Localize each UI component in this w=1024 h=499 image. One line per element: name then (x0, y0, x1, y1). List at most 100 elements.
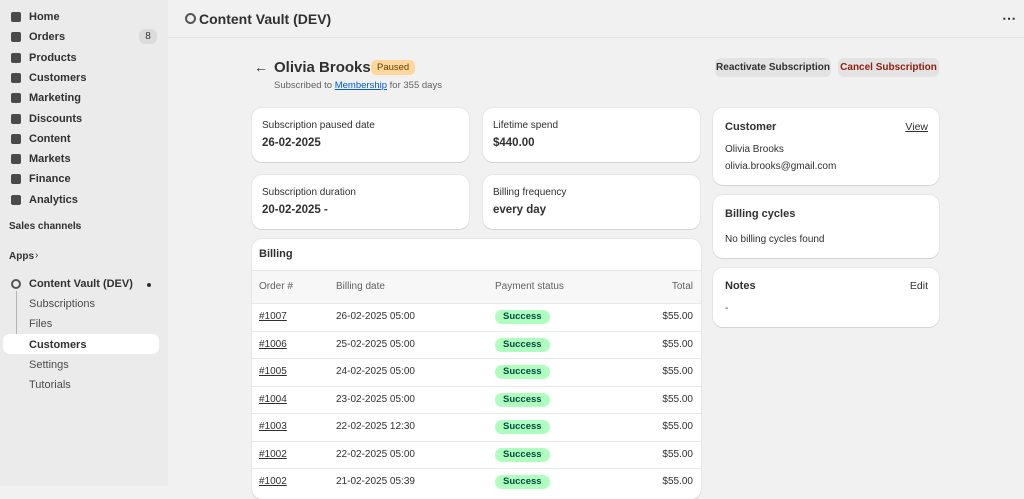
header-row (252, 270, 701, 303)
status-pill: Success (495, 365, 550, 379)
nav-icon (11, 113, 21, 124)
card-title: Customer (725, 121, 777, 133)
total: $55.00 (662, 366, 693, 377)
billing-date: 25-02-2025 05:00 (336, 338, 415, 350)
column-header: Total (671, 281, 693, 292)
nav-icon (11, 194, 21, 205)
billing-cycles-card: Billing cycles No billing cycles found (713, 195, 939, 258)
subtitle: Subscribed to Membership for 355 days (274, 80, 442, 91)
back-arrow[interactable]: ← (254, 59, 268, 75)
section-label[interactable]: Apps (9, 251, 34, 262)
app-nav-item[interactable]: Settings (29, 358, 69, 371)
section-label[interactable]: Sales channels (9, 221, 82, 232)
edit-link[interactable]: Edit (909, 280, 928, 292)
nav-icon (11, 93, 21, 104)
order-link[interactable]: #1004 (259, 393, 287, 405)
cancel-button[interactable]: Cancel Subscription (838, 58, 939, 77)
table-row (252, 468, 701, 496)
app-title: Content Vault (DEV) (199, 11, 332, 27)
billing-date: 24-02-2025 05:00 (336, 366, 415, 377)
main: ← Olivia Brooks Paused Subscribed to Mem… (252, 58, 939, 499)
stat-card: Lifetime spend $440.00 (483, 108, 700, 162)
nav-item[interactable]: Discounts (29, 112, 83, 125)
total: $55.00 (662, 421, 693, 432)
view-link[interactable]: View (905, 121, 928, 133)
sidebar: Home Orders 8 Products Customers Marketing Dis… (0, 0, 168, 486)
top-bar: Content Vault (DEV) ⋯ (168, 0, 1024, 38)
table-row (252, 303, 701, 331)
table-row (252, 358, 701, 386)
stat-card: Subscription duration 20-02-2025 - (252, 175, 469, 229)
status-badge: Paused (371, 60, 416, 75)
table-row (252, 385, 701, 414)
app-nav-item[interactable]: Subscriptions (29, 298, 96, 310)
app-nav-item[interactable]: Files (29, 318, 53, 331)
nav-item[interactable]: Finance (29, 173, 71, 186)
table-row (252, 440, 701, 469)
nav-item[interactable]: Markets (29, 153, 71, 166)
reactivate-button[interactable]: Reactivate Subscription (715, 58, 831, 77)
pin-dot (147, 283, 151, 287)
stat-label: Lifetime spend (493, 120, 559, 131)
nav-item[interactable]: Products (29, 51, 77, 64)
order-link[interactable]: #1007 (259, 311, 287, 322)
total: $55.00 (662, 338, 693, 350)
empty-text: No billing cycles found (725, 234, 825, 245)
more-menu[interactable]: ⋯ (1002, 10, 1016, 26)
selected-bg (3, 333, 159, 354)
status-pill: Success (495, 420, 550, 434)
app-icon (11, 279, 21, 289)
billing-card: Billing Order # Billing date Payment status… (252, 239, 701, 499)
nav-item[interactable]: Orders (29, 31, 66, 44)
stat-value: 20-02-2025 - (262, 204, 328, 216)
billing-date: 22-02-2025 05:00 (336, 448, 415, 460)
total: $55.00 (662, 476, 693, 487)
app-name[interactable]: Content Vault (DEV) (29, 278, 133, 290)
stat-value: every day (493, 204, 547, 216)
nav-icon (11, 154, 21, 165)
customer-card: Customer View Olivia Brooks olivia.brooks@g… (713, 108, 939, 185)
nav-item[interactable]: Content (29, 132, 71, 145)
nav-item[interactable]: Home (29, 11, 60, 23)
nav-icon (11, 12, 21, 22)
notes-text: - (725, 303, 729, 314)
customer-name: Olivia Brooks (725, 144, 784, 155)
nav-item[interactable]: Analytics (29, 193, 78, 206)
stat-value: 26-02-2025 (262, 137, 321, 149)
nav-icon (11, 133, 21, 144)
table-row (252, 330, 701, 359)
card-title: Billing cycles (725, 208, 796, 220)
app-nav-item[interactable]: Tutorials (29, 379, 71, 392)
total: $55.00 (662, 393, 693, 405)
chevron: › (75, 220, 79, 231)
order-link[interactable]: #1006 (259, 338, 287, 350)
tree-line (16, 291, 17, 343)
customer-email: olivia.brooks@gmail.com (725, 161, 837, 172)
stat-label: Subscription paused date (262, 120, 375, 131)
nav-badge: 8 (139, 29, 157, 45)
billing-date: 21-02-2025 05:39 (336, 476, 415, 487)
status-pill: Success (495, 310, 550, 324)
nav-icon (11, 174, 21, 185)
nav-item[interactable]: Customers (29, 71, 87, 84)
stat-label: Billing frequency (493, 187, 567, 198)
billing-date: 23-02-2025 05:00 (336, 393, 415, 405)
notes-card: Notes Edit - (713, 268, 939, 327)
order-link[interactable]: #1003 (259, 421, 287, 432)
order-link[interactable]: #1002 (259, 476, 287, 487)
order-link[interactable]: #1002 (259, 448, 287, 460)
plan-link[interactable]: Membership (334, 80, 388, 91)
column-header: Order # (259, 281, 293, 292)
total: $55.00 (662, 311, 693, 322)
status-pill: Success (495, 337, 550, 352)
chevron: › (35, 250, 39, 261)
table-row (252, 413, 701, 441)
order-link[interactable]: #1005 (259, 366, 287, 377)
status-pill: Success (495, 475, 550, 489)
stat-card: Subscription paused date 26-02-2025 (252, 108, 469, 162)
status-pill: Success (495, 392, 550, 407)
app-nav-item[interactable]: Customers (29, 338, 87, 351)
stat-value: $440.00 (493, 137, 535, 149)
nav-item[interactable]: Marketing (29, 92, 81, 105)
